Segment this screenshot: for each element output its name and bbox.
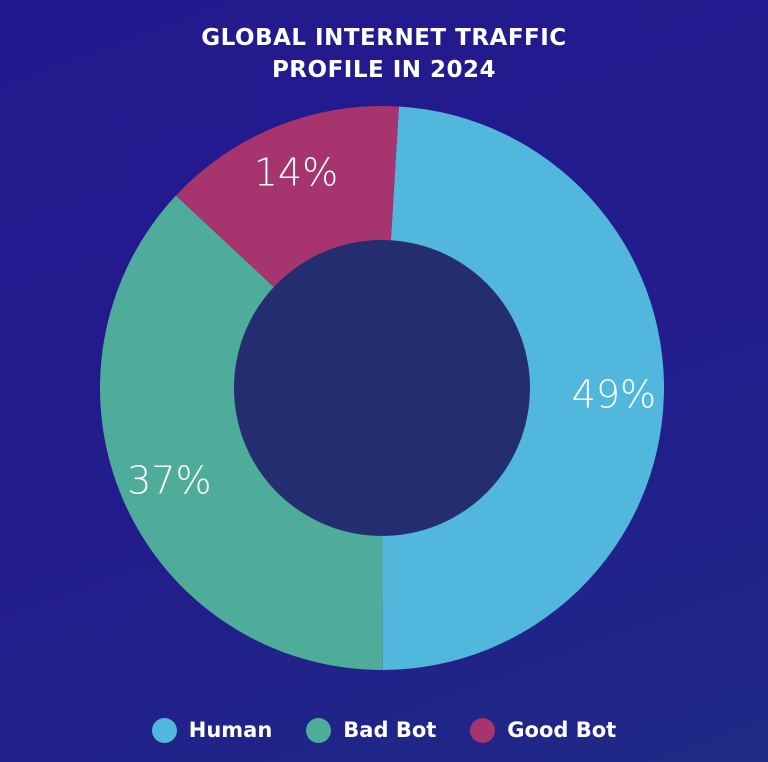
legend-swatch-human	[151, 717, 177, 743]
legend-item-bad-bot: Bad Bot	[306, 717, 437, 743]
slice-label-good-bot: 14%	[254, 151, 338, 195]
legend-swatch-good-bot	[470, 717, 496, 743]
chart-title-line-2: PROFILE IN 2024	[271, 57, 497, 83]
legend: Human Bad Bot Good Bot	[0, 712, 768, 748]
legend-label-bad-bot: Bad Bot	[343, 718, 437, 742]
chart-title-line-1: GLOBAL INTERNET TRAFFIC	[201, 25, 567, 51]
donut-hole	[234, 240, 530, 536]
slice-label-human: 49%	[572, 373, 656, 417]
chart-title: GLOBAL INTERNET TRAFFIC PROFILE IN 2024	[0, 22, 768, 86]
legend-label-human: Human	[188, 718, 273, 742]
legend-swatch-bad-bot	[306, 717, 332, 743]
slice-label-bad-bot: 37%	[127, 459, 211, 503]
legend-label-good-bot: Good Bot	[507, 718, 617, 742]
legend-item-good-bot: Good Bot	[470, 717, 617, 743]
slice-labels: 49% 37% 14%	[127, 151, 656, 503]
legend-item-human: Human	[151, 717, 273, 743]
